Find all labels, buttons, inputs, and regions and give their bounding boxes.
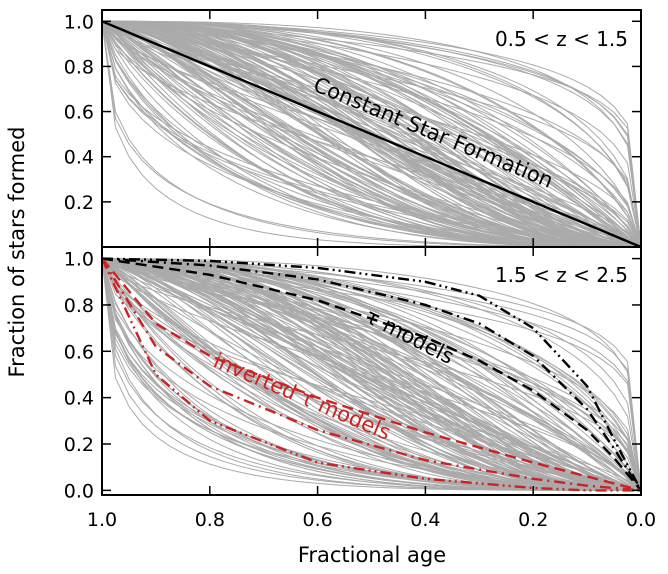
y-tick-label: 0.4	[64, 147, 94, 169]
grey-track	[101, 258, 642, 491]
grey-track	[101, 258, 642, 491]
inverted-tau-series-line	[100, 257, 642, 492]
grey-track	[101, 258, 642, 491]
grey-track	[101, 258, 642, 491]
grey-track	[101, 258, 642, 491]
grey-track	[101, 258, 642, 491]
y-tick-label: 0.8	[64, 295, 94, 317]
y-tick-label: 0.6	[64, 341, 94, 363]
grey-track	[101, 20, 642, 248]
grey-track	[101, 258, 642, 491]
x-tick-label: 1.0	[87, 509, 117, 531]
grey-track	[101, 20, 642, 248]
y-tick-label: 0.6	[64, 102, 94, 124]
x-tick-label: 0.8	[195, 509, 225, 531]
grey-track	[101, 20, 641, 248]
grey-track	[101, 20, 641, 248]
bottom-series-lines	[100, 257, 643, 492]
grey-track	[101, 20, 642, 248]
x-tick-label: 0.0	[626, 509, 656, 531]
tau-series-line	[101, 257, 643, 492]
grey-track	[101, 20, 642, 248]
top-grey-tracks	[101, 20, 642, 248]
y-tick-label: 0.2	[64, 192, 94, 214]
inverted-tau-series-line	[101, 257, 642, 492]
grey-track	[101, 258, 642, 491]
constant-series-line	[101, 20, 642, 249]
grey-track	[102, 20, 642, 248]
bottom-panel: 1.00.80.60.40.20.0 1.5 < z < 2.5 τ model…	[64, 246, 643, 502]
y-tick-label: 0.8	[64, 56, 94, 78]
y-tick-label: 0.0	[64, 480, 94, 502]
grey-track	[101, 20, 641, 248]
grey-track	[102, 20, 642, 248]
tau-series-line	[101, 257, 642, 492]
grey-track	[101, 20, 642, 248]
grey-track	[101, 258, 642, 491]
grey-track	[101, 258, 642, 491]
y-tick-label: 0.4	[64, 388, 94, 410]
grey-track	[101, 20, 642, 248]
y-tick-label: 0.2	[64, 434, 94, 456]
grey-track	[101, 258, 642, 491]
grey-track	[101, 258, 642, 491]
bottom-panel-label: 1.5 < z < 2.5	[495, 263, 628, 287]
x-tick-label: 0.2	[518, 509, 548, 531]
grey-track	[101, 258, 642, 491]
top-panel: 1.00.80.60.40.2 0.5 < z < 1.5 Constant S…	[64, 9, 642, 249]
grey-track	[101, 258, 642, 491]
x-tick-label: 0.4	[410, 509, 440, 531]
grey-track	[101, 258, 642, 491]
grey-track	[101, 258, 642, 491]
bottom-grey-tracks	[101, 258, 642, 491]
top-panel-label: 0.5 < z < 1.5	[495, 27, 628, 51]
x-axis-title: Fractional age	[298, 543, 446, 567]
grey-track	[102, 258, 642, 491]
grey-track	[102, 20, 642, 248]
tau-series-line	[101, 257, 643, 491]
bottom-y-axis: 1.0 0.8 0.6 0.4 0.2 0.0	[64, 249, 641, 502]
grey-track	[101, 258, 642, 491]
grey-track	[101, 20, 642, 248]
top-y-axis: 1.0 0.8 0.6 0.4 0.2	[64, 11, 641, 214]
y-tick-label: 1.0	[64, 249, 94, 271]
grey-track	[101, 258, 642, 491]
grey-track	[101, 20, 641, 248]
grey-track	[101, 258, 642, 491]
grey-track	[101, 258, 642, 491]
grey-track	[101, 21, 642, 248]
y-axis-title: Fraction of stars formed	[5, 127, 29, 378]
bottom-frame	[101, 246, 642, 496]
grey-track	[101, 21, 642, 248]
x-tick-label: 0.6	[302, 509, 332, 531]
grey-track	[101, 20, 642, 248]
grey-track	[102, 20, 642, 248]
top-series-lines	[101, 20, 642, 249]
x-axis: 1.0 0.8 0.6 0.4 0.2 0.0	[87, 10, 656, 531]
y-tick-label: 1.0	[64, 11, 94, 33]
inverted-tau-series-line	[100, 258, 641, 492]
